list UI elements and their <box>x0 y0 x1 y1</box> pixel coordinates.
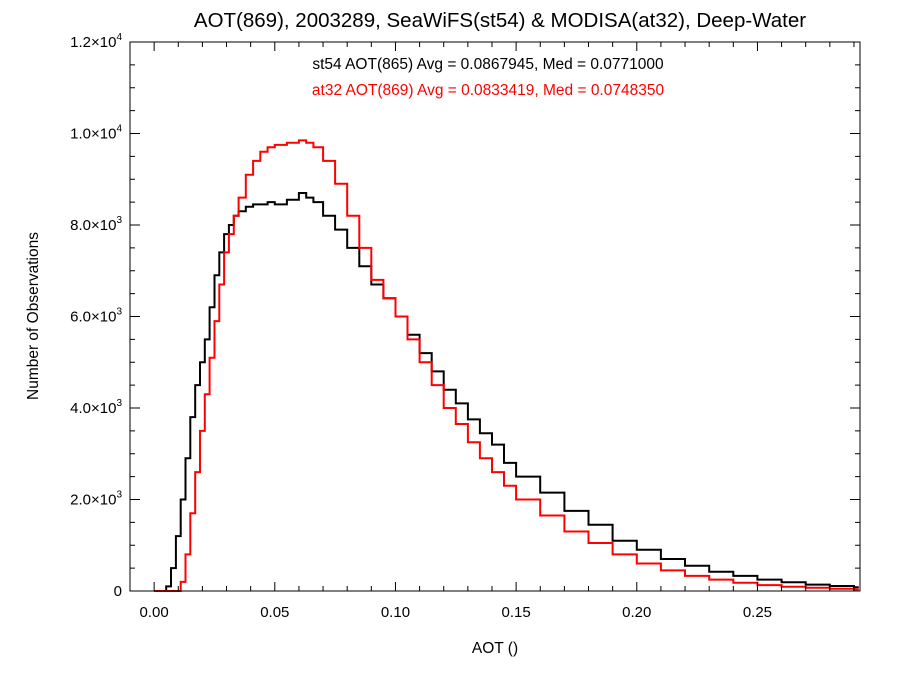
tick-labels-layer: 0.00 0.05 0.10 0.15 0.20 0.25 0 2.0×103 4.0×103 6… <box>70 32 772 621</box>
x-tick-label: 0.05 <box>260 604 289 621</box>
y-tick-label: 0 <box>114 583 122 600</box>
x-tick-label: 0.15 <box>502 604 531 621</box>
series-line-1 <box>154 192 859 592</box>
x-tick-label: 0.20 <box>622 604 651 621</box>
ticks-layer <box>130 41 860 592</box>
plot-frame <box>129 41 861 592</box>
y-tick-label: 4.0×103 <box>70 398 122 417</box>
y-axis-label: Number of Observations <box>25 232 42 400</box>
x-tick-label: 0.25 <box>743 604 772 621</box>
chart-title: AOT(869), 2003289, SeaWiFS(st54) & MODIS… <box>194 9 806 32</box>
annotation-st54: st54 AOT(865) Avg = 0.0867945, Med = 0.0… <box>312 56 664 73</box>
y-tick-label: 1.0×104 <box>70 124 122 143</box>
y-tick-label: 6.0×103 <box>70 307 122 326</box>
series-line-2 <box>154 139 859 592</box>
annotation-at32: at32 AOT(869) Avg = 0.0833419, Med = 0.0… <box>312 82 665 99</box>
y-tick-label: 1.2×104 <box>70 32 122 51</box>
x-axis-label: AOT () <box>472 640 518 657</box>
series-layer <box>154 139 859 592</box>
y-tick-label: 8.0×103 <box>70 215 122 234</box>
y-tick-label: 2.0×103 <box>70 490 122 509</box>
x-tick-label: 0.00 <box>140 604 169 621</box>
x-tick-label: 0.10 <box>381 604 410 621</box>
